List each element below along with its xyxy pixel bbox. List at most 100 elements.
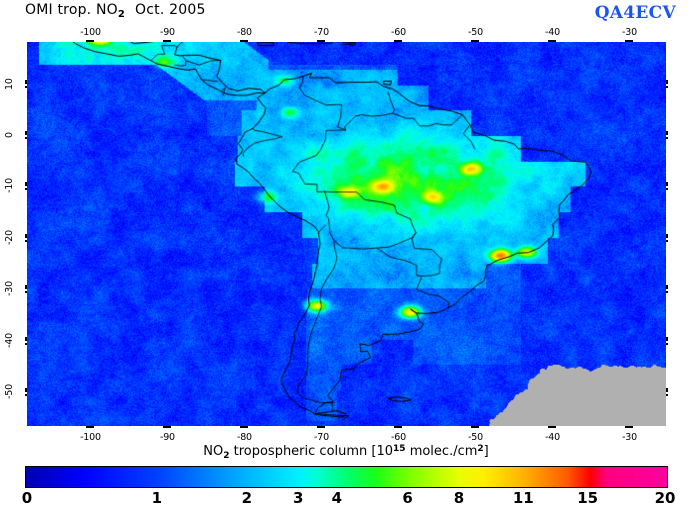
- lon-tick-label-top: -80: [236, 27, 252, 38]
- no2-heatmap-canvas[interactable]: [27, 42, 666, 426]
- cb-mid: tropospheric column [10: [229, 444, 394, 459]
- lat-tick-label: -30: [4, 281, 15, 297]
- frame-dash: [171, 426, 241, 428]
- right-axis-ticks: [666, 40, 668, 428]
- lon-tick-label-bot: -40: [545, 432, 560, 443]
- title-species: OMI trop. NO: [25, 2, 118, 18]
- colorbar-tick-label: 11: [512, 489, 534, 507]
- lon-tick-label-bot: -30: [622, 432, 637, 443]
- top-axis-ticks: [25, 40, 668, 42]
- colorbar-tick-label: 3: [293, 489, 304, 507]
- axis-tick: [25, 83, 27, 86]
- lon-tick-label-top: -50: [468, 27, 483, 38]
- frame-dash: [171, 40, 241, 42]
- axis-tick: [25, 340, 27, 343]
- colorbar-tick-label: 0: [21, 489, 33, 507]
- frame-dash: [25, 344, 27, 389]
- frame-dash: [25, 426, 87, 428]
- colorbar-tick-label: 1: [151, 489, 163, 507]
- frame-dash: [25, 40, 87, 42]
- frame-dash: [666, 344, 668, 389]
- lon-tick-label-bot: -100: [80, 432, 101, 443]
- frame-dash: [666, 87, 668, 132]
- colorbar-tick-label: 20: [654, 489, 676, 507]
- lon-tick-label-top: -70: [314, 27, 329, 38]
- colorbar-title: NO2 tropospheric column [1015 molec./cm2…: [0, 444, 692, 461]
- lon-tick-label-bot: -50: [468, 432, 483, 443]
- frame-dash: [94, 426, 164, 428]
- cb-species: NO: [203, 444, 224, 459]
- axis-tick: [25, 289, 27, 292]
- lat-tick-label: -20: [4, 230, 15, 246]
- frame-dash: [25, 139, 27, 183]
- axis-tick: [25, 392, 27, 395]
- frame-dash: [402, 40, 472, 42]
- title-subscript: 2: [117, 9, 126, 20]
- frame-dash: [325, 40, 395, 42]
- axis-tick: [666, 135, 668, 138]
- bottom-axis-ticks: [25, 426, 668, 428]
- axis-tick: [666, 340, 668, 343]
- lon-tick-label-top: -40: [545, 27, 560, 38]
- colorbar-gradient: [26, 467, 667, 487]
- frame-dash: [25, 293, 27, 337]
- colorbar-tick-label: 6: [402, 489, 413, 507]
- colorbar-tick-label: 8: [453, 489, 465, 507]
- axis-tick: [25, 186, 27, 189]
- lon-tick-label-top: -30: [622, 27, 637, 38]
- cb-units-exponent: 2: [477, 444, 484, 454]
- frame-dash: [666, 40, 668, 80]
- lon-tick-label-bot: -90: [159, 432, 175, 443]
- colorbar-tick-label: 2: [241, 489, 253, 507]
- cb-bracket: ]: [483, 444, 489, 459]
- colorbar-tick-label: 15: [577, 489, 599, 507]
- page-title: OMI trop. NO2 Oct. 2005: [25, 2, 206, 20]
- frame-dash: [94, 40, 164, 42]
- frame-dash: [556, 426, 626, 428]
- lat-tick-label: 10: [4, 77, 15, 90]
- axis-tick: [666, 186, 668, 189]
- cb-units: molec./cm: [405, 444, 478, 459]
- axis-tick: [666, 289, 668, 292]
- frame-dash: [633, 426, 668, 428]
- frame-dash: [402, 426, 472, 428]
- axis-tick: [666, 392, 668, 395]
- frame-dash: [666, 190, 668, 234]
- frame-dash: [248, 426, 318, 428]
- frame-dash: [25, 40, 27, 80]
- frame-dash: [479, 40, 549, 42]
- title-date: Oct. 2005: [135, 2, 206, 18]
- frame-dash: [25, 190, 27, 234]
- lon-tick-label-top: -60: [391, 27, 406, 38]
- map-panel[interactable]: [25, 40, 668, 428]
- qa4ecv-logo: QA4ECV: [594, 3, 676, 23]
- lat-tick-label: -40: [4, 333, 15, 349]
- frame-dash: [25, 241, 27, 286]
- frame-dash: [666, 241, 668, 286]
- frame-dash: [25, 87, 27, 132]
- left-axis-ticks: [25, 40, 27, 428]
- frame-dash: [633, 40, 668, 42]
- lat-tick-label: -10: [4, 179, 15, 194]
- axis-tick: [666, 83, 668, 86]
- frame-dash: [325, 426, 395, 428]
- frame-dash: [25, 396, 27, 428]
- axis-tick: [666, 237, 668, 240]
- lon-tick-label-bot: -80: [236, 432, 252, 443]
- axis-tick: [25, 135, 27, 138]
- frame-dash: [666, 139, 668, 183]
- axis-tick: [25, 237, 27, 240]
- frame-dash: [666, 396, 668, 428]
- cb-subscript: 2: [223, 451, 230, 461]
- lon-tick-label-top: -100: [80, 27, 101, 38]
- lon-tick-label-top: -90: [159, 27, 175, 38]
- colorbar-tick-label: 4: [331, 489, 343, 507]
- frame-dash: [666, 293, 668, 337]
- lat-tick-label: -50: [4, 384, 15, 400]
- colorbar[interactable]: [25, 466, 668, 488]
- frame-dash: [479, 426, 549, 428]
- lon-tick-label-bot: -70: [314, 432, 329, 443]
- lat-tick-label: 0: [4, 132, 15, 138]
- frame-dash: [556, 40, 626, 42]
